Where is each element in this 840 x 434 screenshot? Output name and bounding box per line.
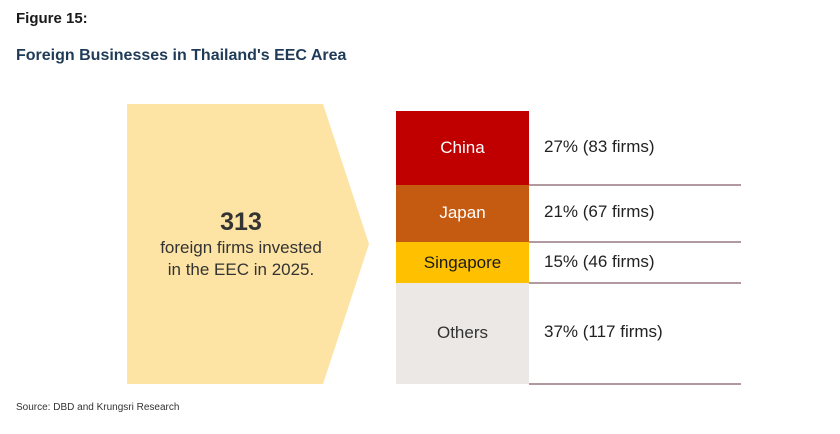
block-china: China	[396, 111, 529, 185]
callout-text: 313 foreign firms invested in the EEC in…	[127, 104, 355, 384]
block-others: Others	[396, 282, 529, 384]
source-note: Source: DBD and Krungsri Research	[16, 402, 180, 413]
divider-china	[529, 183, 741, 186]
callout-line-2: in the EEC in 2025.	[167, 260, 315, 279]
total-firms-number: 313	[220, 208, 262, 236]
figure-title: Foreign Businesses in Thailand's EEC Are…	[16, 47, 347, 64]
share-label-japan: 21% (67 firms)	[544, 202, 655, 222]
share-label-china: 27% (83 firms)	[544, 136, 655, 156]
figure-label: Figure 15:	[16, 10, 88, 27]
divider-japan	[529, 241, 741, 244]
callout-line-1: foreign firms invested	[160, 238, 322, 257]
block-japan: Japan	[396, 184, 529, 243]
callout-arrow-shape	[127, 104, 369, 384]
share-label-singapore: 15% (46 firms)	[544, 251, 655, 271]
divider-singapore	[529, 281, 741, 284]
block-singapore: Singapore	[396, 242, 529, 283]
share-label-others: 37% (117 firms)	[544, 322, 663, 342]
divider-others	[529, 383, 741, 385]
